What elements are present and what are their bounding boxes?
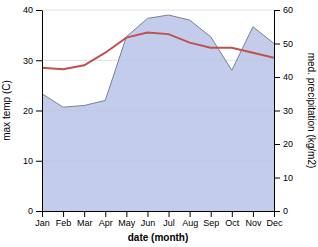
tick-label: 40 [23, 5, 33, 15]
tick-label: Jan [35, 218, 50, 228]
tick-label: 10 [283, 173, 293, 183]
tick-mark [190, 211, 191, 217]
tick-mark [147, 211, 148, 217]
tick-label: 30 [283, 106, 293, 116]
tick-mark [274, 111, 280, 112]
area [42, 15, 274, 211]
tick: 60 [274, 5, 293, 15]
tick-label: Sep [203, 218, 219, 228]
tick: 20 [274, 139, 293, 149]
grid-line [42, 10, 274, 11]
tick-label: 0 [283, 206, 288, 216]
tick: Aug [182, 211, 198, 228]
tick-label: 20 [283, 139, 293, 149]
tick-mark [36, 211, 42, 212]
axis-line [42, 11, 43, 212]
tick: 10 [274, 173, 293, 183]
plot: JanFebMarAprMayJunJulAugSepOctNovDec0102… [23, 5, 293, 228]
y-axis-title: max temp (C) [1, 80, 12, 141]
tick-mark [169, 211, 170, 217]
tick-label: 0 [28, 206, 33, 216]
tick: 30 [23, 56, 42, 66]
tick: Oct [225, 211, 240, 228]
tick: Feb [56, 211, 72, 228]
tick: Dec [266, 211, 283, 228]
tick-mark [84, 211, 85, 217]
tick-mark [274, 144, 280, 145]
tick-label: Jun [141, 218, 156, 228]
tick: Mar [77, 211, 93, 228]
y2-axis: 0 10 20 30 40 50 60 [274, 5, 293, 216]
tick: 40 [274, 72, 293, 82]
tick-mark [253, 211, 254, 217]
tick: 30 [274, 106, 293, 116]
tick: 20 [23, 106, 42, 116]
tick: 0 [28, 206, 42, 216]
tick: 0 [274, 206, 288, 216]
tick: Jul [163, 211, 175, 228]
tick-mark [42, 211, 43, 217]
tick: 50 [274, 39, 293, 49]
tick-mark [126, 211, 127, 217]
tick: Apr [99, 211, 113, 228]
chart: JanFebMarAprMayJunJulAugSepOctNovDec0102… [0, 0, 318, 247]
y-axis: 0 10 20 30 40 [23, 5, 43, 216]
tick-mark [36, 60, 42, 61]
tick: Jan [35, 211, 50, 228]
tick-label: Dec [266, 218, 283, 228]
tick: Sep [203, 211, 219, 228]
grid [42, 10, 274, 211]
tick-mark [36, 111, 42, 112]
tick-label: May [118, 218, 136, 228]
x-axis-title: date (month) [128, 232, 189, 243]
tick-label: 30 [23, 56, 33, 66]
tick: May [118, 211, 136, 228]
tick-label: Oct [225, 218, 240, 228]
x-axis: Jan Feb Mar Apr May Jun Jul Aug Sep Oct Nov Dec [35, 211, 283, 228]
tick-mark [36, 10, 42, 11]
tick-mark [105, 211, 106, 217]
tick-mark [274, 77, 280, 78]
tick-label: 10 [23, 156, 33, 166]
tick: 40 [23, 5, 42, 15]
marks [42, 15, 274, 211]
y2-axis-title: med. precipitation (kg/m2) [306, 53, 317, 169]
tick-mark [274, 44, 280, 45]
tick-mark [274, 178, 280, 179]
tick-label: 50 [283, 39, 293, 49]
tick-mark [36, 161, 42, 162]
tick-mark [63, 211, 64, 217]
axis-line [43, 211, 275, 212]
tick-label: Mar [77, 218, 93, 228]
tick-mark [232, 211, 233, 217]
tick-label: Nov [245, 218, 262, 228]
tick: 10 [23, 156, 42, 166]
tick-label: Jul [163, 218, 175, 228]
line [42, 33, 274, 70]
tick-label: Feb [56, 218, 72, 228]
tick-label: Aug [182, 218, 198, 228]
tick-label: 60 [283, 5, 293, 15]
tick: Jun [141, 211, 156, 228]
tick-label: 20 [23, 106, 33, 116]
tick-label: 40 [283, 72, 293, 82]
tick: Nov [245, 211, 262, 228]
tick-mark [274, 10, 280, 11]
area-outline [42, 15, 274, 107]
tick-mark [274, 211, 280, 212]
tick-mark [211, 211, 212, 217]
tick-label: Apr [99, 218, 113, 228]
